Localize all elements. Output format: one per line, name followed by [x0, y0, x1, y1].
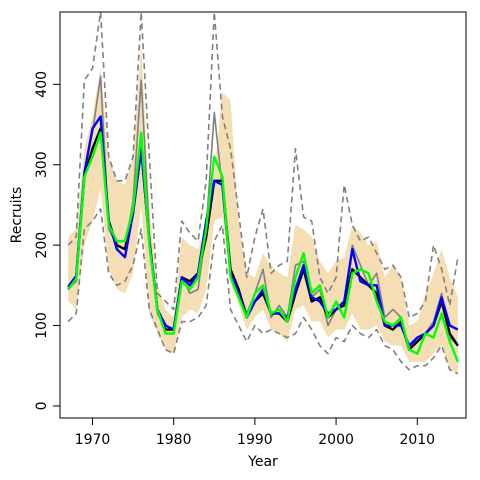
y-tick-label: 0 [34, 401, 50, 410]
x-axis-title: Year [247, 454, 278, 470]
y-tick-label: 400 [34, 71, 50, 98]
series-lines [67, 12, 459, 375]
y-tick-label: 200 [34, 232, 50, 259]
x-tick-label: 1970 [75, 432, 111, 448]
x-tick-label: 1990 [237, 432, 273, 448]
x-tick-label: 2000 [318, 432, 354, 448]
y-axis-title: Recruits [9, 187, 25, 244]
confidence-band [68, 44, 458, 374]
series-line-green-solid-5 [67, 131, 459, 363]
y-axis: 0 100 200 300 400 [34, 71, 60, 410]
series-line-gray-dashed-2 [67, 12, 459, 319]
plot-frame [59, 11, 467, 419]
y-tick-label: 300 [34, 151, 50, 178]
x-tick-label: 1980 [156, 432, 192, 448]
uncertainty-band [68, 44, 458, 374]
y-tick-label: 100 [34, 312, 50, 339]
x-axis: 1970 1980 1990 2000 2010 [75, 418, 435, 448]
x-tick-label: 2010 [399, 432, 435, 448]
